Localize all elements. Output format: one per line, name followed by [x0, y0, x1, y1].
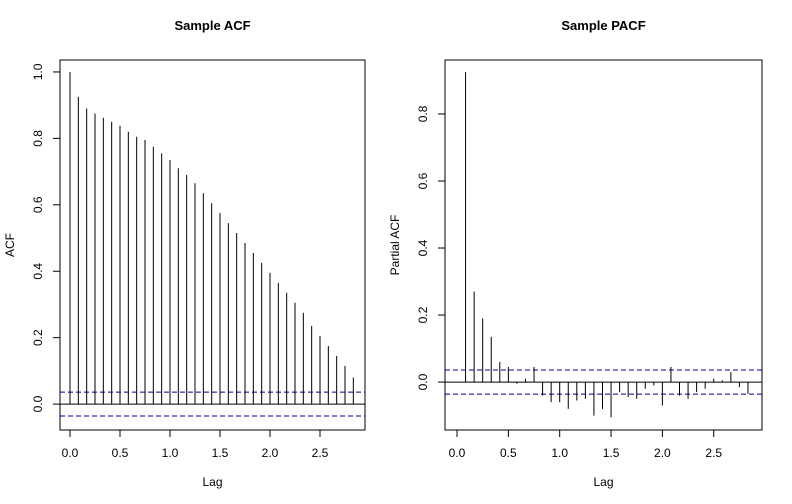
x-tick-label: 2.5 [312, 446, 329, 460]
x-tick-label: 0.5 [500, 446, 517, 460]
x-tick-label: 2.0 [262, 446, 279, 460]
x-tick-label: 2.5 [705, 446, 722, 460]
y-tick-label: 0.0 [31, 395, 45, 412]
chart-title: Sample ACF [174, 18, 250, 33]
x-tick-label: 1.0 [551, 446, 568, 460]
y-tick-label: 0.2 [416, 306, 430, 323]
x-axis-label: Lag [593, 475, 613, 489]
y-tick-label: 1.0 [31, 63, 45, 80]
y-tick-label: 0.8 [31, 130, 45, 147]
x-tick-label: 0.0 [62, 446, 79, 460]
y-tick-label: 0.6 [416, 172, 430, 189]
y-tick-label: 0.2 [31, 329, 45, 346]
chart-title: Sample PACF [561, 18, 645, 33]
y-tick-label: 0.6 [31, 196, 45, 213]
y-tick-label: 0.4 [416, 239, 430, 256]
x-tick-label: 1.5 [603, 446, 620, 460]
x-tick-label: 2.0 [654, 446, 671, 460]
y-axis-label: Partial ACF [388, 215, 402, 276]
x-tick-label: 0.0 [449, 446, 466, 460]
y-tick-label: 0.8 [416, 105, 430, 122]
x-tick-label: 1.5 [212, 446, 229, 460]
y-tick-label: 0.0 [416, 373, 430, 390]
plot-frame [444, 59, 763, 431]
plot-frame [59, 59, 366, 431]
x-axis-label: Lag [202, 475, 222, 489]
y-tick-label: 0.4 [31, 263, 45, 280]
y-axis-label: ACF [3, 233, 17, 257]
x-tick-label: 1.0 [162, 446, 179, 460]
x-tick-label: 0.5 [112, 446, 129, 460]
